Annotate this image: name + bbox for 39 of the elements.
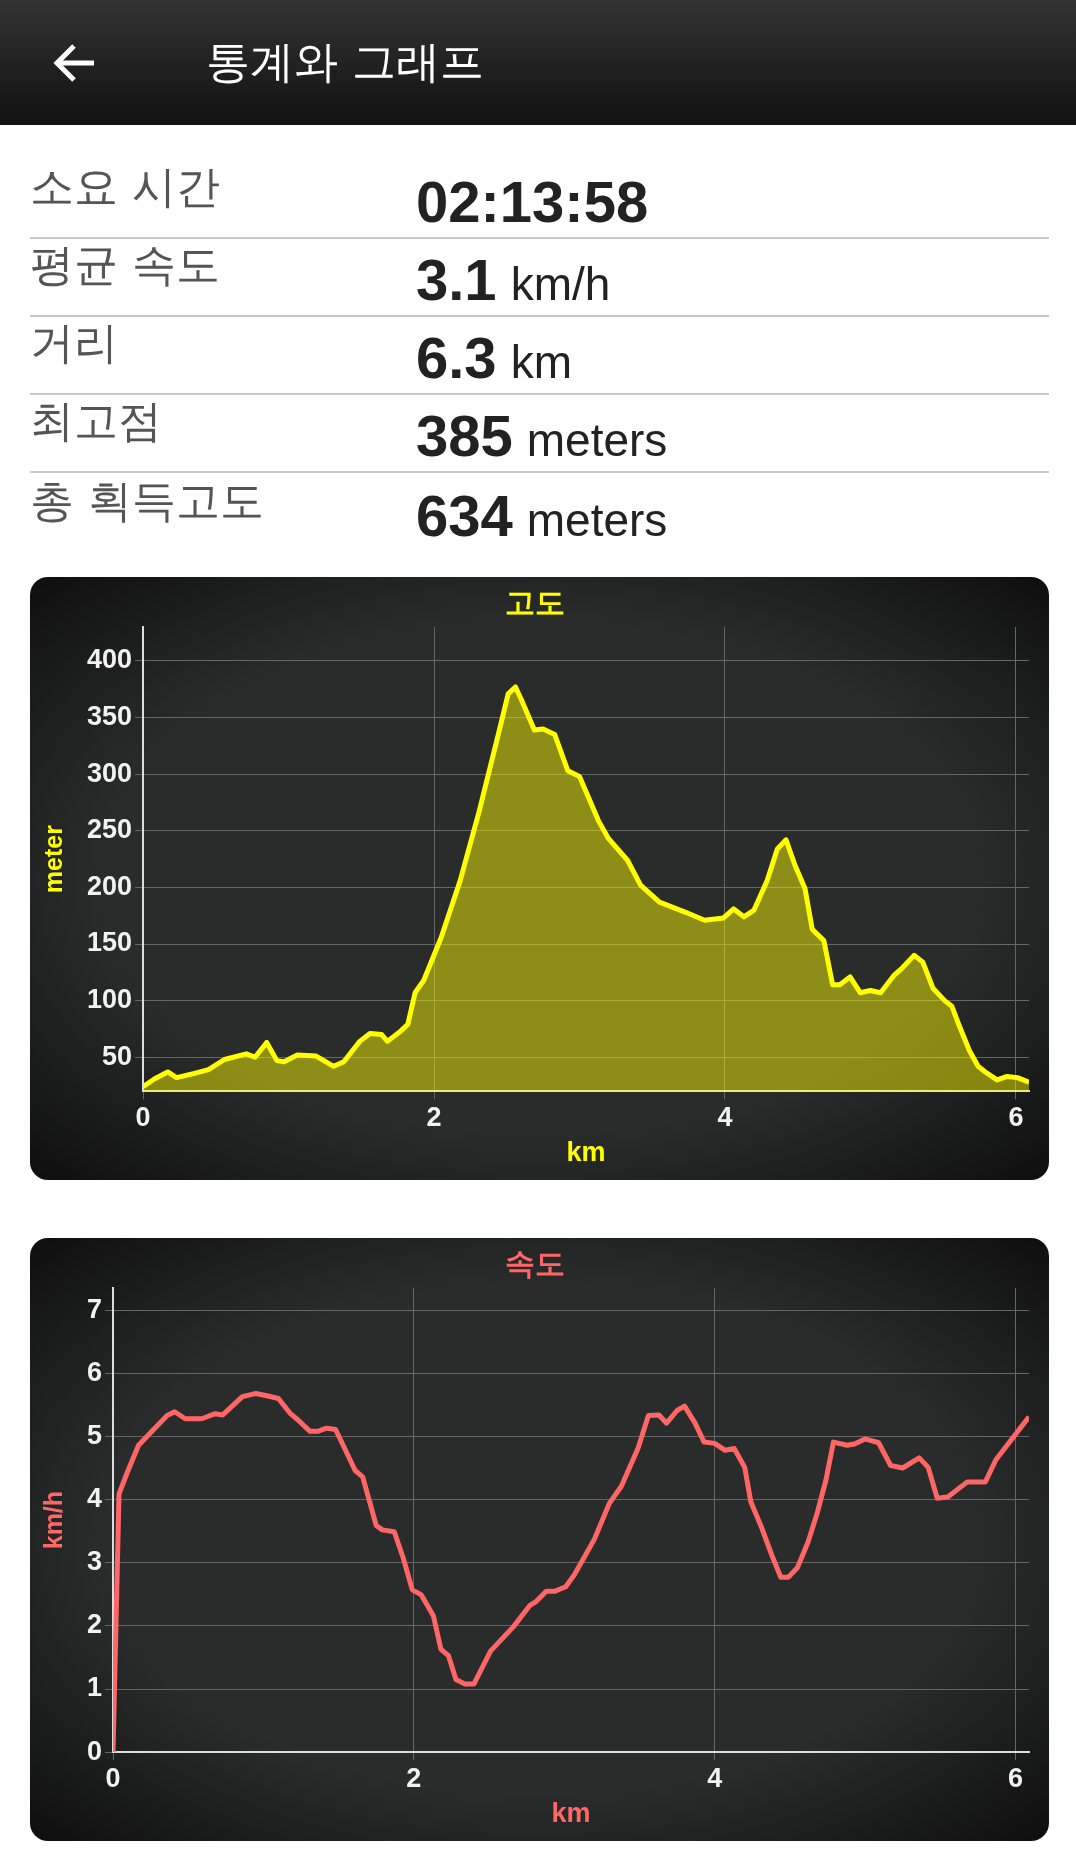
chart-title: 고도 bbox=[504, 584, 565, 620]
y-tick-label: 150 bbox=[86, 927, 133, 958]
y-tick-label: 250 bbox=[86, 814, 133, 845]
x-tick-label: 4 bbox=[707, 1762, 723, 1793]
text: 거리 bbox=[30, 316, 119, 370]
y-tick-label: 350 bbox=[86, 701, 133, 732]
x-tick-label: 2 bbox=[406, 1762, 422, 1793]
y-tick-label: 0 bbox=[86, 1735, 103, 1766]
text: 634 meters bbox=[416, 483, 668, 548]
x-axis-title: km bbox=[566, 1137, 606, 1168]
x-tick-label: 6 bbox=[1007, 1762, 1023, 1793]
text: 3.1 km/h bbox=[416, 247, 611, 312]
y-tick-label: 6 bbox=[86, 1356, 103, 1387]
y-tick-label: 200 bbox=[86, 870, 133, 901]
y-tick-label: 7 bbox=[86, 1293, 103, 1324]
text: 최고점 bbox=[30, 394, 163, 448]
y-tick-label: 5 bbox=[86, 1419, 103, 1450]
y-tick-label: 50 bbox=[102, 1040, 133, 1071]
y-tick-label: 3 bbox=[86, 1546, 103, 1577]
y-axis-title: km/h bbox=[38, 1490, 67, 1550]
y-axis-title: meter bbox=[38, 824, 67, 894]
y-tick-label: 100 bbox=[86, 984, 133, 1015]
y-tick-label: 1 bbox=[86, 1672, 103, 1703]
x-axis-title: km bbox=[551, 1798, 591, 1829]
text: 소요 시간 bbox=[30, 160, 221, 214]
chart-title: 속도 bbox=[504, 1245, 565, 1281]
text: 통계와 그래프 bbox=[206, 35, 484, 89]
y-tick-label: 4 bbox=[86, 1483, 103, 1514]
y-tick-label: 300 bbox=[86, 757, 133, 788]
x-tick-label: 6 bbox=[1008, 1101, 1024, 1132]
text: 6.3 km bbox=[416, 325, 572, 390]
text: 평균 속도 bbox=[30, 238, 221, 292]
text: 385 meters bbox=[416, 403, 668, 468]
text: 총 획득고도 bbox=[30, 474, 265, 528]
text: 02:13:58 bbox=[416, 169, 649, 234]
x-tick-label: 2 bbox=[426, 1101, 442, 1132]
x-tick-label: 4 bbox=[717, 1101, 733, 1132]
y-tick-label: 400 bbox=[86, 644, 133, 675]
y-tick-label: 2 bbox=[86, 1609, 103, 1640]
